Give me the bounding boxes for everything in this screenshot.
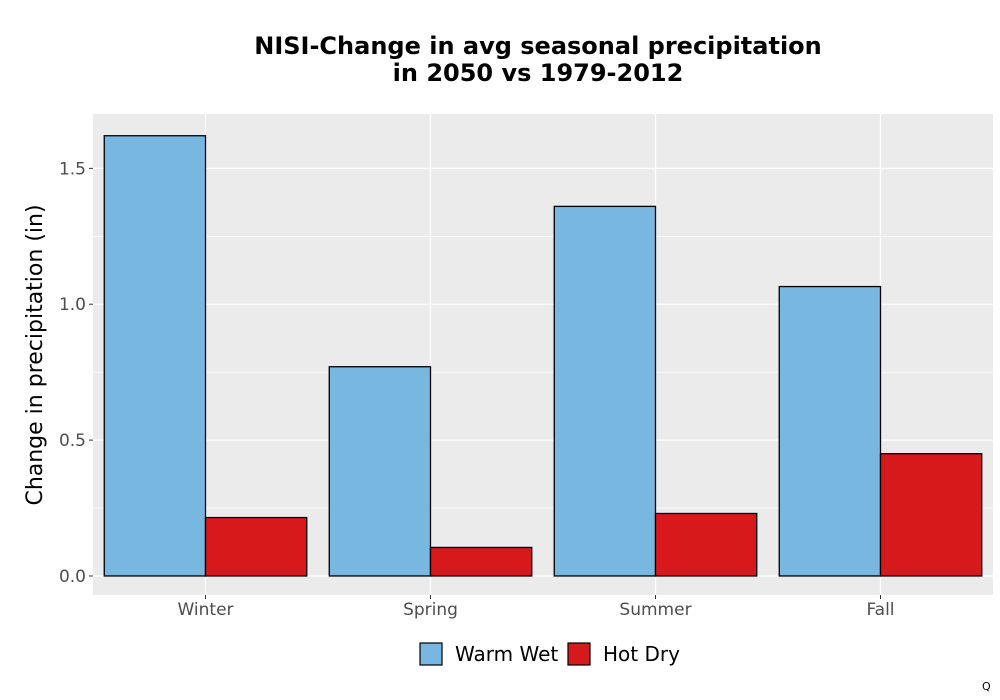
chart-title-line-2: in 2050 vs 1979-2012 [393,59,684,87]
bar-hot-dry-winter [204,516,308,577]
y-tick-label: 1.0 [59,295,86,315]
bar-warm-wet-winter [103,135,207,577]
x-tick-label: Winter [177,600,233,620]
bar-hot-dry-fall [879,453,983,577]
corner-mark: Q [982,680,991,693]
x-tick-label: Fall [866,600,894,620]
legend-label-hot-dry: Hot Dry [603,642,680,666]
bar-warm-wet-spring [328,366,432,577]
y-axis-title: Change in precipitation (in) [23,204,48,505]
x-tick-label: Summer [619,600,691,620]
legend-key-hot-dry [567,642,591,666]
bar-hot-dry-summer [654,512,758,577]
bar-hot-dry-spring [429,546,533,577]
bars [103,135,983,577]
legend-key-warm-wet [419,642,443,666]
legend-label-warm-wet: Warm Wet [455,642,558,666]
bar-warm-wet-summer [553,205,657,577]
x-tick-label: Spring [403,600,458,620]
bar-warm-wet-fall [778,285,882,577]
x-tick-labels: Winter Spring Summer Fall [177,595,895,620]
legend: Warm Wet Hot Dry [419,642,680,666]
y-tick-label: 0.0 [59,567,86,587]
y-tick-labels: 0.0 0.5 1.0 1.5 [59,159,93,587]
chart-title-line-1: NISI-Change in avg seasonal precipitatio… [254,32,822,60]
y-tick-label: 0.5 [59,431,86,451]
y-tick-label: 1.5 [59,159,86,179]
